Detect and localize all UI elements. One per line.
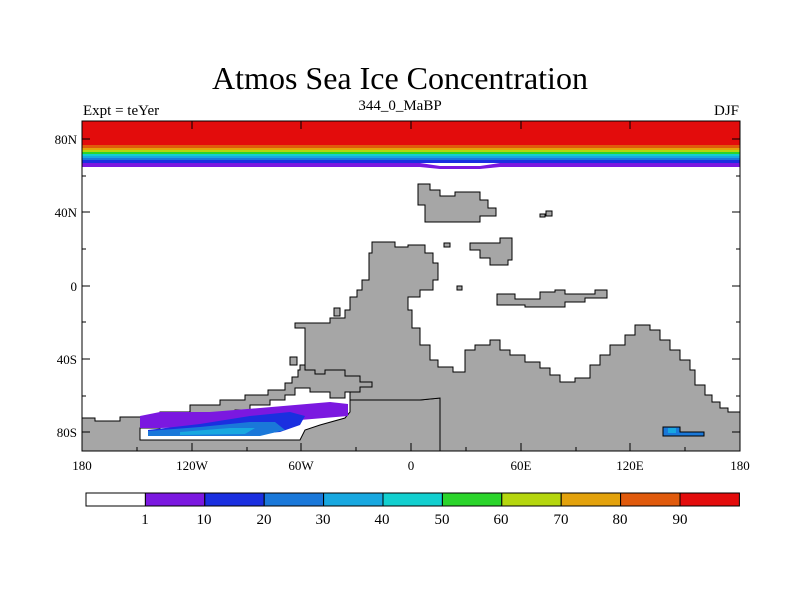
equatorial-landmass [496, 289, 608, 308]
x-tick-label: 180 [72, 458, 92, 473]
y-tick-label: 0 [71, 279, 78, 294]
x-tick-label: 60W [288, 458, 314, 473]
colorbar-box [620, 492, 681, 507]
colorbar-box [382, 492, 443, 507]
land [81, 183, 741, 452]
ice-south-1 [140, 402, 348, 428]
colorbar-label: 80 [613, 512, 628, 528]
island [333, 307, 341, 317]
island [456, 285, 463, 291]
southern-ice [140, 402, 705, 437]
axis-ticks [81, 121, 741, 451]
northern-landmass [417, 183, 497, 223]
map-subtitle: 344_0_MaBP [358, 98, 442, 114]
ice-south-east-core [668, 428, 676, 433]
colorbar-box [85, 492, 146, 507]
colorbar-label: 1 [141, 512, 149, 528]
colorbar-label: 50 [435, 512, 450, 528]
season-label: DJF [713, 103, 739, 119]
experiment-label: Expt = teYer [83, 103, 160, 119]
eastern-landmass [469, 237, 513, 266]
y-tick-label: 80N [55, 132, 78, 147]
ice-band-70 [82, 148, 740, 150]
ice-band-30 [82, 156, 740, 158]
colorbar-label: 90 [673, 512, 688, 528]
colorbar-box [441, 492, 503, 507]
island [545, 210, 553, 217]
island [539, 213, 546, 218]
colorbar-label: 10 [197, 512, 212, 528]
colorbar-box [263, 492, 325, 507]
ice-band-80 [82, 145, 740, 148]
colorbar-box [679, 492, 740, 507]
x-tick-label: 120W [176, 458, 209, 473]
colorbar-label: 40 [375, 512, 390, 528]
colorbar [85, 492, 740, 507]
ice-south-30 [180, 428, 255, 435]
colorbar-label: 60 [494, 512, 509, 528]
colorbar-box [501, 492, 562, 507]
colorbar-label: 20 [257, 512, 272, 528]
minor-ticks [82, 175, 740, 451]
x-axis-labels: 180 120W 60W 0 60E 120E 180 [72, 458, 750, 473]
y-tick-label: 40S [57, 352, 77, 367]
x-tick-label: 0 [408, 458, 415, 473]
x-tick-label: 120E [616, 458, 644, 473]
ice-band-40 [82, 154, 740, 156]
map-title: Atmos Sea Ice Concentration [212, 60, 588, 96]
y-axis-labels: 80N 40N 0 40S 80S [55, 132, 78, 440]
x-tick-label: 60E [511, 458, 532, 473]
colorbar-label: 30 [316, 512, 331, 528]
colorbar-label: 70 [554, 512, 569, 528]
ice-band-60 [82, 150, 740, 152]
colorbar-labels: 1 10 20 30 40 50 60 70 80 90 [141, 512, 687, 528]
y-tick-label: 80S [57, 425, 77, 440]
ice-band-10 [82, 160, 740, 163]
island [443, 242, 451, 248]
ice-band-50 [82, 152, 740, 154]
island [289, 356, 298, 366]
colorbar-box [204, 492, 265, 507]
ice-band-20 [82, 158, 740, 160]
x-tick-label: 180 [730, 458, 750, 473]
colorbar-box [323, 492, 384, 507]
colorbar-box [560, 492, 622, 507]
colorbar-box [144, 492, 206, 507]
ice-band-1 [82, 163, 740, 169]
y-tick-label: 40N [55, 205, 78, 220]
